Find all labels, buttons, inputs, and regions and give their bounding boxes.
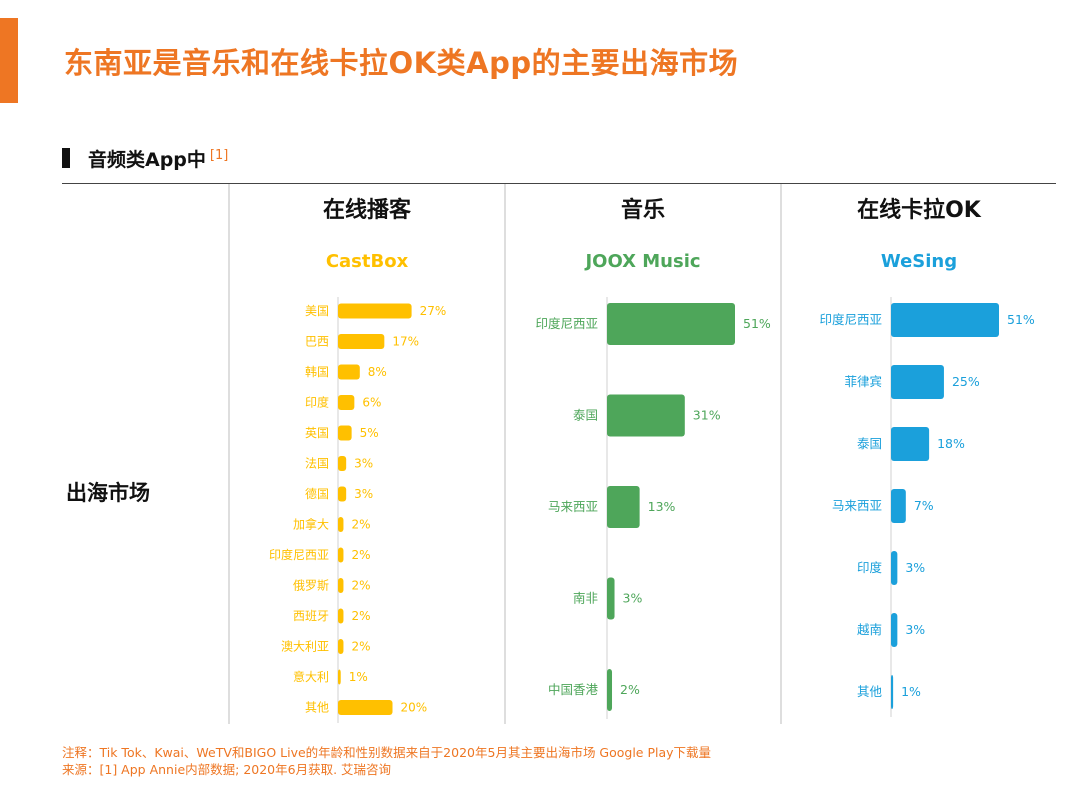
- category-label: 俄罗斯: [293, 579, 329, 593]
- row-label: 出海市场: [66, 481, 150, 505]
- category-label: 其他: [305, 701, 329, 715]
- category-label: 南非: [573, 591, 598, 606]
- value-label: 6%: [362, 396, 381, 410]
- category-label: 马来西亚: [548, 499, 598, 514]
- bar: [338, 578, 344, 593]
- value-label: 3%: [905, 622, 925, 637]
- bar: [338, 486, 347, 502]
- bar: [607, 577, 615, 620]
- bar: [338, 517, 344, 532]
- value-label: 51%: [743, 316, 771, 331]
- category-label: 印度: [305, 395, 329, 410]
- value-label: 5%: [360, 426, 379, 440]
- bar: [607, 486, 640, 528]
- bar: [338, 639, 344, 654]
- value-label: 3%: [354, 457, 373, 471]
- section-ref: [1]: [209, 147, 229, 163]
- category-label: 西班牙: [293, 609, 329, 623]
- app-name: WeSing: [881, 251, 957, 272]
- app-name: JOOX Music: [583, 251, 700, 272]
- value-label: 8%: [368, 365, 387, 379]
- value-label: 1%: [901, 684, 921, 699]
- footnote-note: 注释：Tik Tok、Kwai、WeTV和BIGO Live的年龄和性别数据来自…: [62, 745, 712, 760]
- value-label: 2%: [620, 682, 640, 697]
- category-label: 印度尼西亚: [535, 316, 598, 331]
- value-label: 51%: [1007, 312, 1035, 327]
- category-label: 澳大利亚: [281, 640, 329, 654]
- value-label: 17%: [392, 335, 419, 349]
- value-label: 3%: [623, 591, 643, 606]
- bar: [607, 394, 685, 437]
- bar: [338, 608, 344, 624]
- category-label: 越南: [857, 622, 882, 637]
- category-label: 英国: [305, 426, 329, 440]
- title-accent-bar: [0, 18, 18, 103]
- bar: [891, 303, 999, 337]
- value-label: 7%: [914, 498, 934, 513]
- bar: [338, 425, 352, 441]
- value-label: 31%: [693, 408, 721, 423]
- bar: [891, 551, 898, 585]
- section-marker: [62, 148, 70, 168]
- value-label: 27%: [420, 304, 447, 318]
- category-label: 印度尼西亚: [819, 312, 882, 327]
- category-label: 德国: [305, 486, 329, 501]
- category-label: 韩国: [305, 364, 329, 379]
- bar: [891, 613, 898, 647]
- footnote-source: 来源：[1] App Annie内部数据; 2020年6月获取. 艾瑞咨询: [62, 762, 392, 777]
- category-label: 泰国: [857, 436, 882, 451]
- bar: [338, 303, 412, 319]
- bar: [338, 456, 347, 471]
- bar: [338, 700, 393, 715]
- value-label: 3%: [905, 560, 925, 575]
- bar: [891, 489, 906, 523]
- bar: [891, 675, 894, 709]
- value-label: 2%: [351, 640, 370, 654]
- category-label: 美国: [305, 304, 329, 318]
- top-rule: [62, 183, 1056, 184]
- bar: [891, 365, 944, 399]
- bar: [607, 303, 735, 345]
- category-label: 中国香港: [548, 682, 599, 697]
- category-label: 巴西: [305, 335, 329, 349]
- app-name: CastBox: [326, 251, 409, 272]
- value-label: 1%: [349, 670, 368, 684]
- bar: [338, 364, 360, 380]
- page-title: 东南亚是音乐和在线卡拉OK类App的主要出海市场: [64, 46, 739, 80]
- category-label: 菲律宾: [844, 374, 882, 389]
- category-label: 法国: [305, 457, 329, 471]
- value-label: 2%: [351, 518, 370, 532]
- value-label: 13%: [648, 499, 676, 514]
- category-label: 印度尼西亚: [269, 547, 329, 562]
- footnotes: 注释：Tik Tok、Kwai、WeTV和BIGO Live的年龄和性别数据来自…: [62, 744, 711, 778]
- value-label: 2%: [351, 579, 370, 593]
- category-label: 印度: [857, 560, 883, 575]
- value-label: 25%: [952, 374, 980, 389]
- bar: [338, 669, 341, 685]
- bar: [338, 334, 385, 349]
- value-label: 2%: [351, 548, 370, 562]
- category-label: 意大利: [293, 669, 329, 684]
- category-label: 加拿大: [293, 517, 329, 532]
- category-title: 音乐: [621, 197, 665, 223]
- bar: [338, 547, 344, 563]
- section-title: 音频类App中 [1]: [88, 145, 228, 172]
- bar: [607, 669, 613, 711]
- category-label: 其他: [857, 684, 883, 699]
- value-label: 2%: [351, 609, 370, 623]
- category-label: 马来西亚: [832, 498, 882, 513]
- value-label: 18%: [937, 436, 965, 451]
- category-title: 在线播客: [323, 197, 412, 223]
- bar: [891, 427, 930, 461]
- category-label: 泰国: [573, 408, 598, 423]
- bar: [338, 395, 355, 410]
- value-label: 3%: [354, 487, 373, 501]
- value-label: 20%: [401, 701, 428, 715]
- section-label: 音频类App中: [88, 149, 206, 171]
- category-title: 在线卡拉OK: [857, 197, 982, 223]
